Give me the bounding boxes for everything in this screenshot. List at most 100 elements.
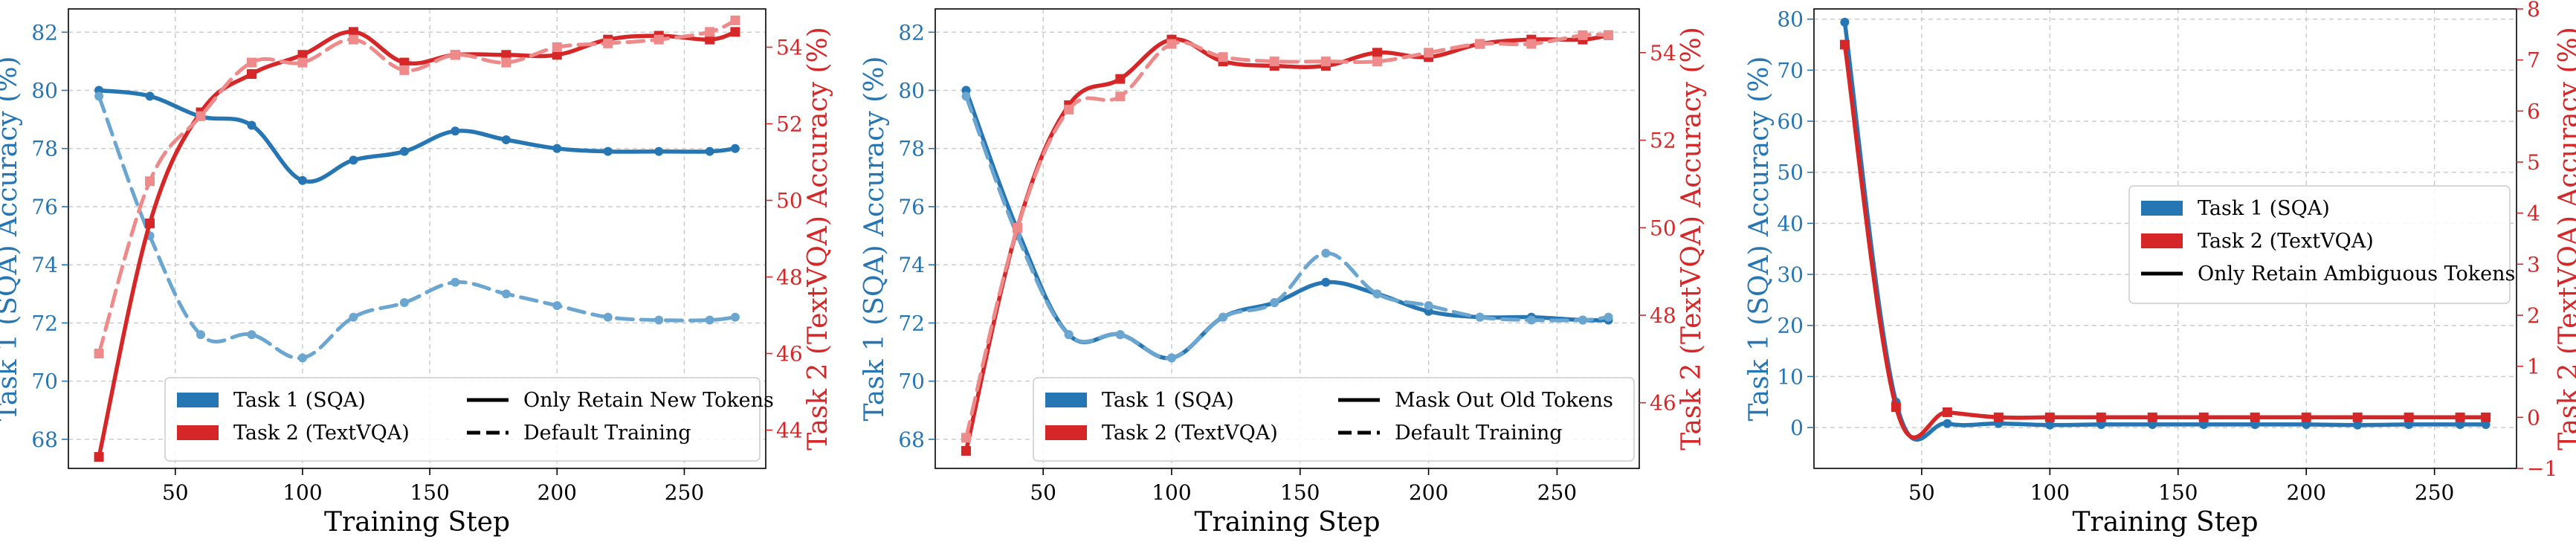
data-point — [961, 91, 971, 101]
data-point — [2250, 419, 2260, 429]
y-left-tick-label: 30 — [1777, 262, 1804, 287]
y-right-tick-label: −1 — [2527, 456, 2557, 481]
data-point — [349, 312, 358, 322]
data-point — [654, 146, 664, 156]
legend-label: Task 1 (SQA) — [1102, 389, 1234, 412]
data-point — [2044, 412, 2055, 422]
data-point — [94, 91, 104, 101]
x-axis-label: Training Step — [324, 507, 510, 538]
data-point — [2199, 419, 2209, 429]
x-tick-label: 250 — [665, 480, 704, 505]
y-right-tick-label: 1 — [2527, 355, 2540, 379]
data-point — [451, 277, 460, 287]
data-point — [451, 126, 460, 136]
legend-swatch — [1045, 425, 1087, 440]
data-point — [2455, 412, 2465, 422]
series-line — [1842, 42, 2488, 440]
data-point — [705, 34, 715, 45]
legend: Task 1 (SQA) Mask Out Old Tokens Task 2 (T… — [1033, 377, 1635, 462]
legend-label: Only Retain Ambiguous Tokens — [2198, 262, 2515, 285]
x-tick-label: 200 — [538, 480, 577, 505]
plot-frame — [68, 8, 766, 469]
y-left-tick-label: 82 — [898, 20, 925, 45]
data-point — [2456, 419, 2465, 429]
y-left-tick-label: 68 — [898, 428, 925, 452]
data-point — [1840, 17, 1850, 27]
series-line — [97, 18, 737, 355]
y-left-axis-label: Task 1 (SQA) Accuracy (%) — [0, 57, 23, 422]
data-point — [1475, 312, 1485, 322]
data-point — [1578, 30, 1588, 40]
data-point — [730, 27, 740, 37]
data-point — [399, 146, 409, 156]
legend-label: Task 2 (TextVQA) — [2198, 230, 2374, 253]
y-left-tick-label: 78 — [898, 137, 925, 161]
y-left-tick-label: 82 — [31, 20, 58, 45]
y-right-tick-label: 46 — [1650, 391, 1676, 416]
legend-box — [1033, 377, 1635, 462]
data-point — [1526, 39, 1537, 49]
data-point — [1064, 104, 1074, 114]
data-point — [1839, 39, 1850, 50]
y-right-tick-label: 0 — [2527, 405, 2540, 430]
data-point — [2148, 419, 2157, 429]
data-point — [247, 330, 256, 340]
data-point — [730, 15, 740, 25]
y-right-tick-label: 50 — [1650, 216, 1676, 240]
data-point — [1218, 52, 1228, 62]
legend: Task 1 (SQA) Task 2 (TextVQA) Only Retain … — [2128, 185, 2515, 304]
data-point — [297, 175, 307, 185]
y-right-tick-label: 8 — [2527, 0, 2540, 22]
y-left-tick-label: 70 — [1777, 58, 1804, 83]
data-point — [1166, 39, 1177, 49]
legend-label: Task 1 (SQA) — [2198, 197, 2330, 220]
x-tick-label: 150 — [1280, 480, 1320, 505]
data-point — [2404, 419, 2414, 429]
data-point — [297, 57, 308, 68]
y-left-tick-label: 50 — [1777, 161, 1804, 185]
legend-label: Default Training — [1395, 422, 1563, 445]
y-left-tick-label: 40 — [1777, 211, 1804, 236]
data-point — [705, 315, 714, 325]
data-point — [1270, 298, 1279, 308]
data-point — [961, 445, 971, 456]
y-left-axis-label: Task 1 (SQA) Accuracy (%) — [1744, 57, 1775, 422]
legend-label: Task 2 (TextVQA) — [233, 422, 410, 445]
y-right-tick-label: 44 — [776, 419, 803, 443]
data-point — [1218, 312, 1228, 322]
data-point — [603, 312, 613, 322]
x-tick-label: 100 — [1152, 480, 1191, 505]
chart-panel-2: 50 100 150 200 250 68 70 72 74 76 78 80 82 46 48 50 52 54… — [859, 8, 1707, 538]
data-point — [1942, 407, 1952, 417]
data-point — [246, 69, 256, 80]
y-left-tick-label: 0 — [1790, 416, 1804, 440]
x-tick-label: 250 — [2415, 480, 2454, 505]
data-point — [1320, 57, 1331, 67]
y-left-tick-label: 78 — [31, 137, 58, 161]
legend-swatch — [2141, 233, 2183, 248]
x-tick-label: 150 — [410, 480, 449, 505]
data-point — [1604, 312, 1613, 322]
y-right-tick-label: 6 — [2527, 99, 2540, 123]
series-line — [964, 94, 1610, 361]
data-point — [2147, 412, 2157, 422]
y-left-tick-label: 74 — [31, 253, 58, 277]
data-point — [1578, 315, 1587, 325]
data-point — [552, 143, 562, 153]
data-point — [501, 50, 511, 60]
data-point — [1943, 419, 1952, 428]
series-line — [964, 32, 1610, 440]
y-right-tick-label: 2 — [2527, 303, 2540, 328]
data-point — [603, 146, 613, 156]
y-left-tick-label: 80 — [1777, 7, 1804, 32]
data-point — [2096, 419, 2106, 429]
data-point — [1321, 277, 1331, 287]
data-point — [1321, 248, 1331, 258]
legend-label: Default Training — [523, 422, 691, 445]
series-line — [97, 94, 737, 361]
chart-panel-3: 50 100 150 200 250 0 10 20 30 40 50 60 70 80 −1 0 1 2 3 4 5 6… — [1744, 0, 2576, 538]
data-point — [552, 50, 562, 60]
data-point — [1372, 289, 1382, 299]
y-right-tick-label: 52 — [776, 112, 803, 137]
